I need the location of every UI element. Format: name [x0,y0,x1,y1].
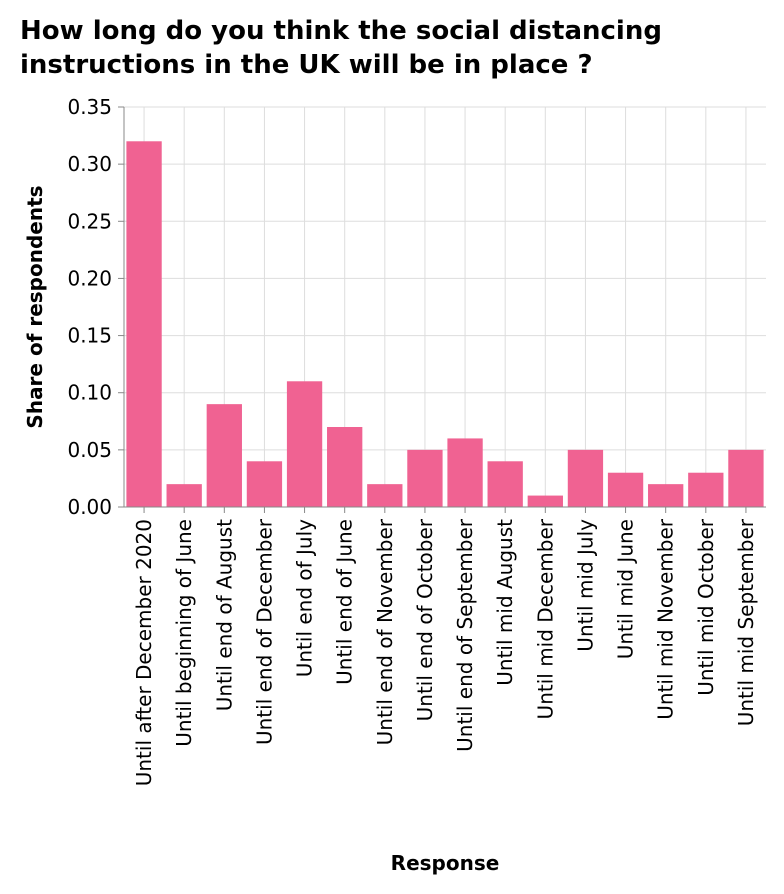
x-tick-label: Until end of October [413,518,437,721]
x-axis-title: Response [391,851,500,875]
bar [688,472,724,507]
x-tick-label: Until mid July [573,519,597,652]
bar [327,427,363,507]
bar [607,472,644,507]
bar [166,484,202,507]
x-tick-label: Until end of July [293,519,317,677]
x-tick-label: Until end of September [453,518,477,752]
bar [206,404,242,507]
bar [567,449,604,507]
y-tick-label: 0.10 [67,381,112,405]
axes [118,106,766,513]
y-tick-label: 0.15 [67,324,112,348]
x-tick-label: Until after December 2020 [132,519,156,786]
bar [407,449,443,507]
x-tick-label: Until end of November [373,518,397,745]
bar [487,461,523,507]
x-tick-label: Until mid June [614,519,638,659]
x-tick-label: Until mid September [734,518,758,726]
bar [648,484,684,507]
y-tick-label: 0.30 [67,152,112,176]
bar [286,381,323,507]
x-tick-labels: Until after December 2020 Until beginning… [132,518,758,786]
x-tick-label: Until mid November [654,518,678,720]
bar [527,495,563,507]
y-tick-label: 0.20 [67,266,112,290]
y-axis-title: Share of respondents [23,185,47,428]
y-tick-labels: 0.00 0.05 0.10 0.15 0.20 0.25 0.30 0.35 [67,95,112,519]
y-tick-label: 0.00 [67,495,112,519]
y-tick-label: 0.25 [67,209,112,233]
x-tick-label: Until mid October [694,518,718,696]
x-tick-label: Until mid December [533,518,557,719]
x-tick-label: Until mid August [493,519,517,686]
bar [126,141,162,508]
x-tick-label: Until end of June [333,519,357,685]
bar [246,461,283,507]
chart-title: How long do you think the social distanc… [20,16,662,80]
x-tick-label: Until end of December [252,518,276,745]
x-tick-label: Until beginning of June [172,519,196,747]
y-tick-label: 0.35 [67,95,112,119]
x-tick-label: Until end of August [212,519,236,711]
bars [126,141,764,508]
bar [447,438,483,507]
bar [367,484,403,507]
y-tick-label: 0.05 [67,438,112,462]
bar [728,449,764,507]
